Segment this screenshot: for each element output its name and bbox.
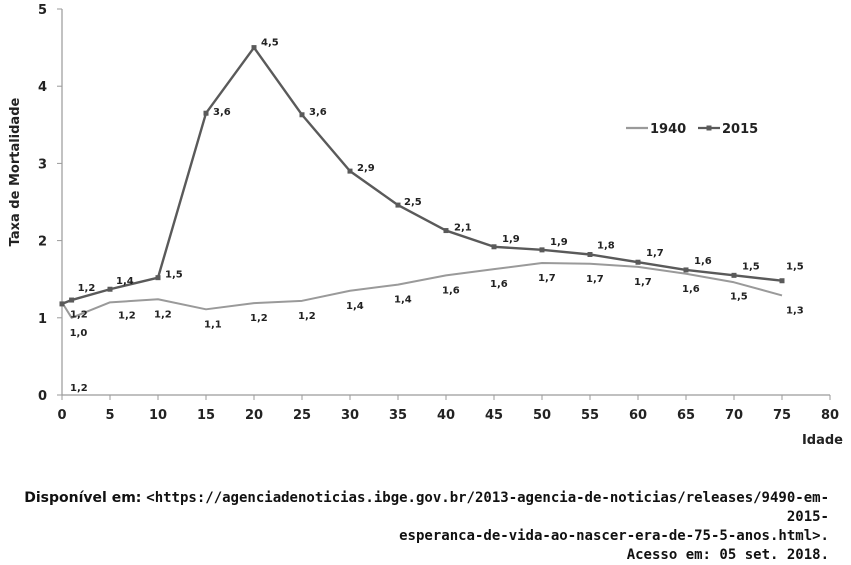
- source-citation: Disponível em: <https://agenciadenoticia…: [0, 489, 829, 565]
- x-tick-label: 70: [725, 408, 743, 423]
- source-line-1: Disponível em: <https://agenciadenoticia…: [0, 489, 829, 527]
- data-point-2015: [587, 251, 593, 257]
- data-label-2015: 2,1: [454, 223, 472, 234]
- data-label-1940: 1,4: [346, 301, 364, 312]
- data-label-2015: 1,5: [165, 270, 183, 281]
- data-label-1940: 1,0: [70, 328, 88, 339]
- data-label-2015: 3,6: [213, 107, 231, 118]
- data-label-1940: 1,4: [394, 295, 412, 306]
- x-tick-label: 25: [293, 408, 311, 423]
- data-point-2015: [443, 228, 449, 234]
- y-tick-label: 4: [38, 80, 47, 95]
- data-label-2015: 1,5: [786, 262, 804, 273]
- data-point-2015: [155, 275, 161, 281]
- data-label-1940: 1,3: [786, 305, 804, 316]
- data-label-1940: 1,2: [250, 313, 268, 324]
- data-point-2015: [203, 110, 209, 116]
- x-tick-label: 50: [533, 408, 551, 423]
- data-label-1940: 1,6: [490, 279, 508, 290]
- x-tick-label: 75: [773, 408, 791, 423]
- legend-marker-2015: [706, 125, 712, 131]
- data-point-2015: [491, 244, 497, 250]
- legend-label-1940: 1940: [650, 122, 686, 137]
- x-tick-label: 20: [245, 408, 263, 423]
- data-point-2015: [635, 259, 641, 265]
- data-point-2015: [59, 301, 65, 307]
- source-prefix: Disponível em:: [24, 490, 147, 506]
- data-point-2015: [107, 286, 113, 292]
- data-label-1940: 1,7: [634, 277, 652, 288]
- data-label-1940: 1,2: [70, 309, 88, 320]
- data-point-2015: [251, 45, 257, 51]
- legend-label-2015: 2015: [722, 122, 758, 137]
- data-label-2015: 1,8: [597, 240, 615, 251]
- data-point-2015: [539, 247, 545, 253]
- data-label-1940: 1,2: [298, 311, 316, 322]
- data-label-2015: 2,9: [357, 163, 375, 174]
- x-axis-title: Idade: [802, 433, 843, 448]
- data-label-1940: 1,6: [442, 285, 460, 296]
- series-line-2015: [61, 46, 783, 306]
- y-tick-label: 5: [38, 3, 47, 18]
- data-label-2015: 1,2: [70, 383, 88, 394]
- series-line-1940: [61, 261, 783, 319]
- data-label-1940: 1,2: [118, 310, 136, 321]
- data-label-2015: 1,7: [646, 248, 664, 259]
- x-tick-label: 45: [485, 408, 503, 423]
- x-tick-label: 10: [149, 408, 167, 423]
- source-url-part-2: esperanca-de-vida-ao-nascer-era-de-75-5-…: [399, 528, 829, 544]
- y-tick-label: 2: [38, 235, 47, 250]
- data-label-2015: 1,9: [502, 234, 520, 245]
- data-point-2015: [69, 297, 75, 303]
- data-label-2015: 1,9: [550, 237, 568, 248]
- y-axis-title: Taxa de Mortalidade: [8, 97, 23, 246]
- data-point-2015: [299, 112, 305, 118]
- data-label-1940: 1,1: [204, 319, 222, 330]
- source-url-part-1: <https://agenciadenoticias.ibge.gov.br/2…: [146, 490, 829, 525]
- x-tick-label: 55: [581, 408, 599, 423]
- data-label-1940: 1,6: [682, 284, 700, 295]
- data-label-2015: 2,5: [404, 197, 422, 208]
- y-tick-label: 3: [38, 157, 47, 172]
- source-access-date: Acesso em: 05 set. 2018.: [626, 547, 829, 563]
- data-point-2015: [779, 278, 785, 284]
- data-label-1940: 1,7: [538, 273, 556, 284]
- data-label-2015: 1,4: [116, 276, 134, 287]
- x-tick-label: 65: [677, 408, 695, 423]
- x-tick-label: 0: [57, 408, 66, 423]
- x-tick-label: 80: [821, 408, 839, 423]
- data-label-1940: 1,2: [154, 309, 172, 320]
- x-tick-label: 15: [197, 408, 215, 423]
- data-label-2015: 1,6: [694, 256, 712, 267]
- data-point-2015: [731, 272, 737, 278]
- x-tick-label: 40: [437, 408, 455, 423]
- x-tick-label: 35: [389, 408, 407, 423]
- data-label-1940: 1,5: [730, 291, 748, 302]
- y-tick-label: 0: [38, 389, 47, 404]
- y-tick-label: 1: [38, 312, 47, 327]
- data-label-2015: 1,5: [742, 261, 760, 272]
- x-tick-label: 30: [341, 408, 359, 423]
- data-label-2015: 3,6: [309, 107, 327, 118]
- data-point-2015: [347, 168, 353, 174]
- x-tick-label: 60: [629, 408, 647, 423]
- data-label-1940: 1,7: [586, 274, 604, 285]
- data-point-2015: [395, 202, 401, 208]
- data-label-2015: 4,5: [261, 38, 279, 49]
- data-label-2015: 1,2: [78, 283, 96, 294]
- data-point-2015: [683, 267, 689, 273]
- x-tick-label: 5: [105, 408, 114, 423]
